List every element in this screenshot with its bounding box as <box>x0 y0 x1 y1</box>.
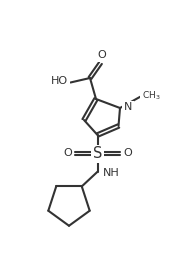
Text: CH$_3$: CH$_3$ <box>142 90 160 102</box>
Text: O: O <box>123 148 132 158</box>
Text: O: O <box>97 50 106 60</box>
Text: S: S <box>93 146 102 161</box>
Text: HO: HO <box>51 76 68 86</box>
Text: NH: NH <box>103 168 120 177</box>
Text: N: N <box>124 102 132 112</box>
Text: O: O <box>63 148 72 158</box>
